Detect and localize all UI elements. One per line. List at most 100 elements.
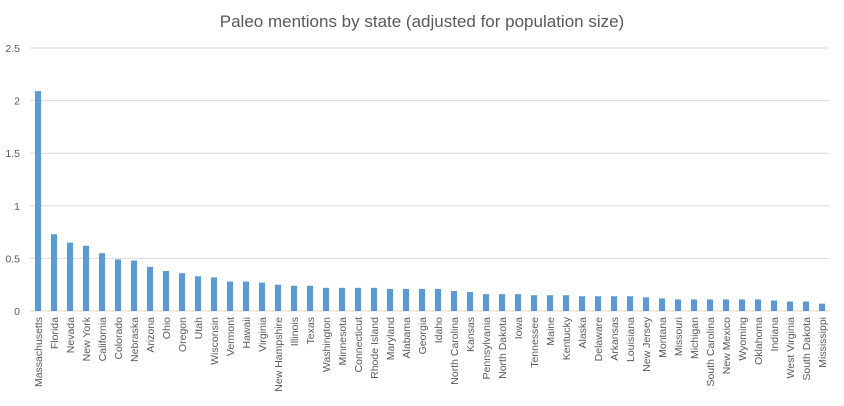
x-category-label: Alaska [577,317,589,349]
bar [82,245,90,311]
x-category-label: Oklahoma [753,317,765,365]
x-category-label: Nebraska [129,317,141,362]
bar [674,299,682,311]
bar [226,281,234,311]
bar [626,296,634,311]
x-category-label: New Mexico [721,317,733,374]
bar [402,288,410,311]
x-category-label: Kansas [465,317,477,352]
bar [34,91,42,311]
bar [482,294,490,311]
bar [610,296,618,311]
bar [658,298,666,311]
bar [98,253,106,311]
bar [706,299,714,311]
x-category-label: Ohio [161,317,173,339]
x-category-label: Arkansas [609,317,621,361]
bar [290,285,298,311]
x-category-label: Maryland [385,317,397,360]
bar [562,295,570,311]
x-category-label: Maine [545,317,557,346]
x-category-label: Texas [305,317,317,344]
x-category-label: Hawaii [241,317,253,349]
bar [578,296,586,311]
bar [722,299,730,311]
x-axis-labels: Massachusetts Florida Nevada New York Califo… [33,316,829,391]
x-category-label: Georgia [417,317,429,355]
x-category-label: Nevada [65,317,77,353]
bar [530,295,538,311]
x-category-label: West Virginia [785,317,797,379]
y-tick-label: 0.5 [5,253,20,265]
bar [450,291,458,311]
bar [178,273,186,311]
bar [802,301,810,311]
bar [338,287,346,311]
bar [546,295,554,311]
x-category-label: Washington [321,317,333,372]
bar [514,294,522,311]
x-category-label: Iowa [513,317,525,339]
x-category-label: New York [81,316,93,361]
x-category-label: South Carolina [705,317,717,387]
bar [754,299,762,311]
bar [738,299,746,311]
x-category-label: Florida [49,317,61,349]
x-category-label: Oregon [177,317,189,352]
bar [418,288,426,311]
x-category-label: Utah [193,317,205,339]
bar [818,303,826,311]
bar [194,276,202,311]
bar [690,299,698,311]
bar [306,285,314,311]
bars [34,91,826,311]
bar [642,297,650,311]
bar [258,282,266,311]
x-category-label: California [97,317,109,362]
bar [594,296,602,311]
bar [786,301,794,311]
bar [370,287,378,311]
x-category-label: Pennsylvania [481,317,493,380]
x-category-label: Massachusetts [33,317,45,387]
x-category-label: Vermont [225,317,237,356]
x-category-label: Alabama [401,317,413,359]
x-category-label: Colorado [113,317,125,360]
x-category-label: Mississippi [817,317,829,368]
x-category-label: Montana [657,317,669,358]
bar [386,288,394,311]
x-category-label: Rhode Island [369,317,381,379]
y-tick-label: 0 [14,306,20,318]
bar [146,266,154,311]
bar [354,287,362,311]
x-category-label: Minnesota [337,317,349,366]
bar [242,281,250,311]
bar [50,234,58,311]
x-category-label: Arizona [145,317,157,353]
bar [274,284,282,311]
x-category-label: Missouri [673,317,685,356]
y-tick-label: 1 [14,201,20,213]
y-tick-label: 2 [14,96,20,108]
y-tick-label: 2.5 [5,43,20,55]
bar [66,242,74,311]
bar [434,288,442,311]
x-category-label: Illinois [289,317,301,346]
bar [114,259,122,311]
x-category-label: Connecticut [353,317,365,373]
bar [210,277,218,311]
y-tick-label: 1.5 [5,148,20,160]
x-category-label: North Dakota [497,317,509,379]
bar [322,287,330,311]
x-category-label: Wisconsin [209,317,221,365]
x-category-label: North Carolina [449,317,461,385]
x-category-label: Virginia [257,317,269,352]
x-category-label: Kentucky [561,316,573,360]
y-axis-ticks: 0 0.5 1 1.5 2 2.5 [5,43,20,318]
x-category-label: Delaware [593,317,605,362]
x-category-label: Wyoming [737,317,749,361]
bar [466,292,474,311]
x-category-label: Michigan [689,317,701,359]
